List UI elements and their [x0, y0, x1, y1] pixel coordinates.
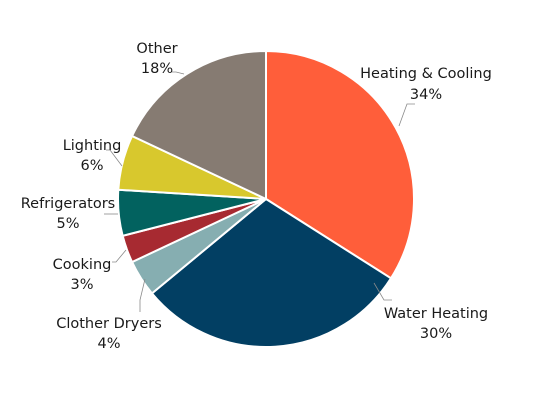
leader-line-water-heating	[373, 282, 392, 301]
slice-percent-lighting: 6%	[80, 158, 103, 174]
slice-label-cooking: Cooking	[53, 257, 112, 273]
leader-line-heating-and-cooling	[398, 103, 415, 127]
slice-percent-cooking: 3%	[70, 277, 93, 293]
leader-line-cooking	[112, 249, 127, 263]
slice-label-lighting: Lighting	[63, 138, 122, 154]
slice-label-heating-and-cooling: Heating & Cooling	[360, 66, 492, 82]
slice-label-other: Other	[136, 41, 177, 57]
slice-label-clother-dryers: Clother Dryers	[56, 316, 162, 332]
slice-percent-refrigerators: 5%	[56, 216, 79, 232]
pie-slice-water-heating	[150, 197, 393, 349]
leader-line-lighting	[106, 149, 123, 167]
slices-layer	[116, 49, 415, 349]
slice-percent-water-heating: 30%	[420, 326, 452, 342]
slice-percent-other: 18%	[141, 61, 173, 77]
slice-label-water-heating: Water Heating	[384, 306, 488, 322]
slice-percent-heating-and-cooling: 34%	[410, 87, 442, 103]
slice-percent-clother-dryers: 4%	[97, 336, 120, 352]
leader-line-other	[172, 71, 185, 75]
leader-line-clother-dryers	[139, 278, 146, 312]
leader-lines-layer	[104, 71, 415, 312]
labels-layer: Heating & Cooling 34% Water Heating 30% Clot…	[21, 41, 492, 352]
slice-label-refrigerators: Refrigerators	[21, 196, 115, 212]
pie-slice-other	[130, 49, 267, 201]
